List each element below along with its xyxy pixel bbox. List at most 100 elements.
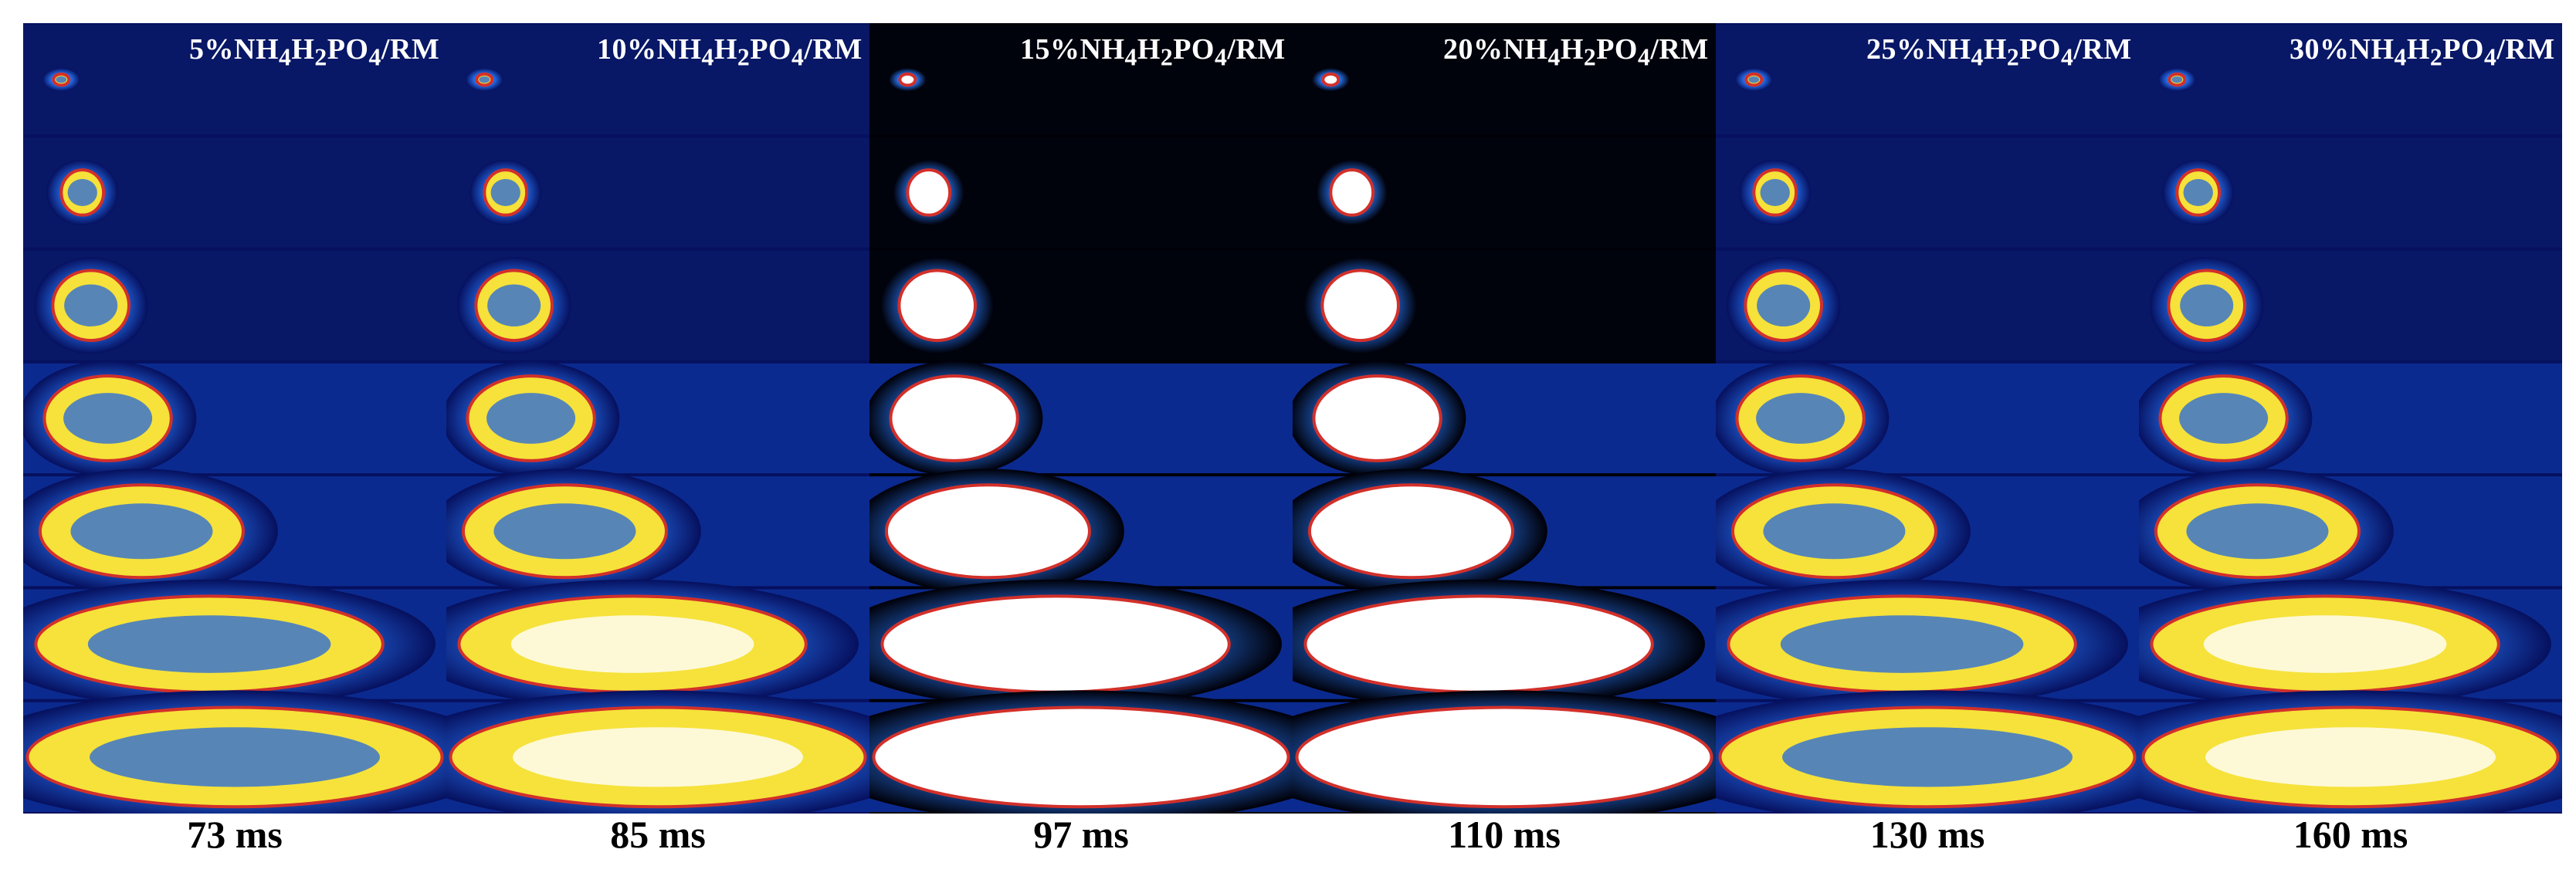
flame-frame bbox=[2139, 137, 2562, 248]
panel-10pct: 10%NH4H2PO4/RM bbox=[446, 23, 869, 814]
time-label-20pct: 110 ms bbox=[1448, 813, 1561, 856]
frame-band bbox=[2139, 25, 2562, 135]
flame-frames-30pct bbox=[2139, 23, 2562, 814]
panel-label-5pct: 5%NH4H2PO4/RM bbox=[189, 33, 440, 71]
flame-front bbox=[1303, 594, 1654, 694]
flame-frame bbox=[869, 25, 1293, 135]
flame-frame bbox=[446, 25, 869, 135]
flame-frame bbox=[23, 360, 446, 476]
flame-frame bbox=[446, 360, 869, 476]
flame-core bbox=[2171, 76, 2183, 83]
flame-frame bbox=[1293, 250, 1716, 360]
panel-label-20pct: 20%NH4H2PO4/RM bbox=[1443, 33, 1709, 71]
flame-frames-10pct bbox=[446, 23, 869, 814]
flame-front bbox=[897, 269, 977, 343]
flame-core bbox=[2183, 178, 2213, 206]
panel-label-30pct: 30%NH4H2PO4/RM bbox=[2290, 33, 2555, 71]
flame-frame bbox=[869, 250, 1293, 360]
flame-frame bbox=[1293, 137, 1716, 248]
frame-band bbox=[1293, 25, 1716, 135]
flame-core bbox=[490, 178, 520, 206]
flame-frame bbox=[1716, 25, 2139, 135]
panel-30pct: 30%NH4H2PO4/RM bbox=[2139, 23, 2562, 814]
flame-front bbox=[1329, 168, 1375, 217]
flame-frame bbox=[1716, 360, 2139, 476]
flame-core bbox=[493, 503, 636, 560]
flame-frame bbox=[1716, 250, 2139, 360]
flame-front bbox=[1312, 374, 1442, 462]
flame-core bbox=[1763, 503, 1906, 560]
flame-front bbox=[889, 374, 1019, 462]
flame-frame bbox=[446, 579, 869, 709]
flame-core bbox=[70, 503, 213, 560]
flame-core bbox=[479, 76, 490, 83]
flame-front bbox=[898, 72, 917, 87]
flame-core bbox=[1760, 178, 1790, 206]
flame-frame bbox=[1293, 469, 1716, 594]
panel-label-25pct: 25%NH4H2PO4/RM bbox=[1866, 33, 2132, 71]
flame-core bbox=[2186, 503, 2329, 560]
flame-frame bbox=[1293, 690, 1716, 814]
flame-frame bbox=[1716, 690, 2139, 814]
flame-core bbox=[1757, 284, 1811, 326]
flame-frame bbox=[446, 250, 869, 360]
flame-front bbox=[906, 168, 952, 217]
frame-band bbox=[1716, 25, 2139, 135]
flame-core bbox=[1756, 393, 1846, 444]
flame-frame bbox=[1293, 360, 1716, 476]
flame-core bbox=[87, 615, 331, 673]
flame-core bbox=[513, 727, 803, 787]
flame-frame bbox=[23, 250, 446, 360]
flame-front bbox=[1307, 483, 1514, 580]
time-label-15pct: 97 ms bbox=[1033, 813, 1129, 856]
flame-frame bbox=[2139, 579, 2562, 709]
flame-frame bbox=[1293, 579, 1716, 709]
flame-frame bbox=[2139, 25, 2562, 135]
flame-frames-5pct bbox=[23, 23, 446, 814]
flame-core bbox=[63, 393, 153, 444]
time-label-10pct: 85 ms bbox=[610, 813, 706, 856]
flame-core bbox=[56, 76, 67, 83]
flame-frame bbox=[446, 137, 869, 248]
flame-frame bbox=[2139, 250, 2562, 360]
flame-front bbox=[880, 594, 1231, 694]
flame-core bbox=[510, 615, 754, 673]
flame-core bbox=[2180, 284, 2234, 326]
flame-frame bbox=[869, 690, 1293, 814]
flame-frame bbox=[869, 137, 1293, 248]
flame-core bbox=[486, 393, 576, 444]
flame-frame bbox=[869, 469, 1293, 594]
flame-core bbox=[67, 178, 97, 206]
flame-frame bbox=[1716, 579, 2139, 709]
flame-core bbox=[487, 284, 541, 326]
flame-frame bbox=[2139, 690, 2562, 814]
flame-front bbox=[1321, 72, 1341, 87]
frame-band bbox=[446, 25, 869, 135]
flame-front bbox=[884, 483, 1091, 580]
flame-frame bbox=[1716, 137, 2139, 248]
panel-5pct: 5%NH4H2PO4/RM bbox=[23, 23, 446, 814]
frame-band bbox=[23, 25, 446, 135]
flame-frame bbox=[23, 579, 446, 709]
flame-frames-15pct bbox=[869, 23, 1293, 814]
flame-frame bbox=[23, 690, 446, 814]
flame-core bbox=[2203, 615, 2447, 673]
flame-core bbox=[1748, 76, 1760, 83]
panel-25pct: 25%NH4H2PO4/RM bbox=[1716, 23, 2139, 814]
flame-frames-20pct bbox=[1293, 23, 1716, 814]
flame-frame bbox=[869, 360, 1293, 476]
flame-frame bbox=[1293, 25, 1716, 135]
flame-frame bbox=[2139, 469, 2562, 594]
flame-core bbox=[90, 727, 380, 787]
flame-frame bbox=[1716, 469, 2139, 594]
time-label-30pct: 160 ms bbox=[2293, 813, 2408, 856]
time-label-5pct: 73 ms bbox=[187, 813, 283, 856]
flame-frame bbox=[446, 690, 869, 814]
flame-front bbox=[1320, 269, 1400, 343]
flame-front bbox=[1295, 705, 1713, 809]
time-label-25pct: 130 ms bbox=[1869, 813, 1985, 856]
flame-frame bbox=[869, 579, 1293, 709]
flame-core bbox=[64, 284, 118, 326]
flame-frame bbox=[446, 469, 869, 594]
